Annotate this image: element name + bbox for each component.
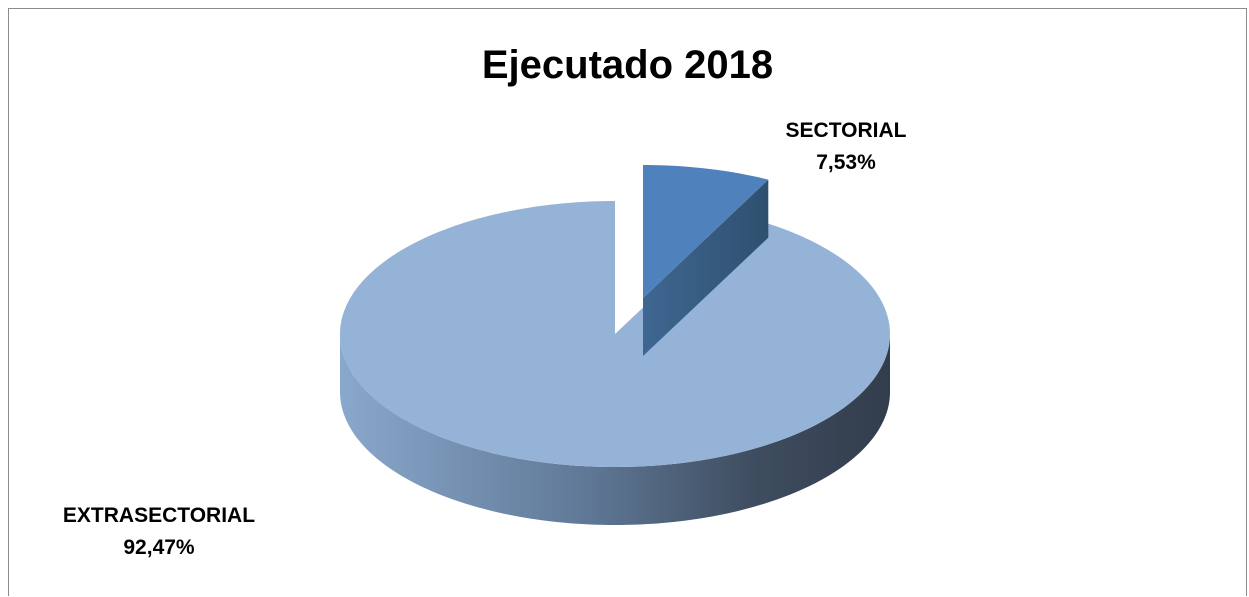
data-label-value: 92,47%	[123, 536, 195, 559]
chart-frame: Ejecutado 2018 EXTRASECTORIAL 92,47% SECTO…	[8, 8, 1247, 596]
data-label-value: 7,53%	[816, 151, 876, 174]
data-label-extrasectorial: EXTRASECTORIAL 92,47%	[63, 504, 255, 559]
data-label-category: SECTORIAL	[786, 119, 907, 142]
pie-slice-sectorial	[643, 165, 769, 356]
data-label-category: EXTRASECTORIAL	[63, 504, 255, 527]
pie-slice-extrasectorial	[340, 201, 890, 525]
chart-title: Ejecutado 2018	[481, 43, 774, 87]
pie-chart: EXTRASECTORIAL 92,47% SECTORIAL 7,53%	[63, 119, 907, 559]
data-label-sectorial: SECTORIAL 7,53%	[786, 119, 907, 174]
